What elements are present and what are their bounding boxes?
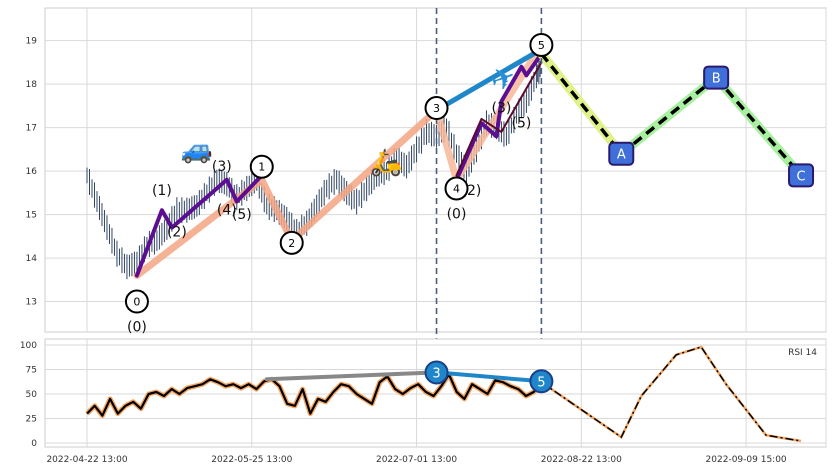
wave-marker-label-2: 2 (288, 237, 295, 250)
forecast-label-A: A (617, 148, 626, 163)
wave-blue-dash (434, 46, 544, 113)
forecast-badge-A (608, 141, 635, 166)
forecast-segment-2 (714, 76, 803, 177)
wave-marker-1 (249, 154, 274, 179)
wave-marker-5 (529, 32, 554, 57)
rsi-y-tick-2: 50 (26, 390, 38, 400)
price-y-tick-4: 17 (26, 124, 37, 134)
wave-purple-2 (454, 51, 544, 182)
rsi-marker-label-3: 3 (432, 366, 440, 381)
x-tick-label-2: 2022-07-01 13:00 (376, 455, 457, 465)
wave-dark-red (455, 61, 543, 177)
price-y-tick-3: 16 (26, 167, 38, 177)
price-panel: 13141516171819ABC(1)(2)(3)(4)(5)(2)(3)(5… (26, 7, 827, 447)
forecast-segment-1 (620, 76, 718, 156)
rsi-trend-line-1 (434, 370, 544, 384)
car-icon: 🚙 (181, 135, 213, 165)
rsi-marker-label-5: 5 (537, 375, 545, 390)
x-axis: 2022-04-22 13:00 2022-05-25 13:00 2022-07-… (46, 455, 786, 465)
rsi-y-tick-0: 0 (31, 439, 37, 449)
rsi-line (86, 373, 543, 417)
forecast-badge-B (703, 65, 730, 90)
forecast-badge-C (788, 163, 815, 188)
wave-marker-0 (124, 289, 149, 314)
scooter-icon: 🛵 (370, 148, 402, 178)
forecast-label-B: B (712, 72, 721, 87)
x-tick-label-3: 2022-08-22 13:00 (541, 455, 622, 465)
price-y-tick-5: 18 (26, 80, 38, 90)
forecast-segment-0 (540, 52, 623, 155)
price-plot-area (44, 7, 827, 333)
wave-marker-sub-4: (0) (447, 206, 467, 222)
sub-wave-label-0: (1) (152, 183, 172, 199)
sub-wave-label-7: (5) (511, 116, 531, 132)
wave-marker-2 (279, 230, 304, 255)
wave-marker-label-5: 5 (538, 39, 545, 52)
price-y-tick-2: 15 (26, 211, 37, 221)
wave-marker-label-3: 3 (433, 102, 440, 115)
forecast-label-C: C (796, 169, 805, 184)
rsi-marker-5 (529, 369, 554, 394)
rsi-legend: RSI 14 (788, 348, 817, 358)
x-tick-label-1: 2022-05-25 13:00 (211, 455, 292, 465)
price-y-tick-6: 19 (26, 37, 38, 47)
rsi-y-tick-1: 25 (26, 415, 37, 425)
rsi-y-tick-3: 75 (26, 366, 37, 376)
sub-wave-label-6: (3) (492, 100, 512, 116)
x-tick-label-0: 2022-04-22 13:00 (46, 455, 127, 465)
sub-wave-label-1: (2) (167, 224, 187, 240)
rsi-forecast-line (540, 346, 802, 442)
wave-marker-label-1: 1 (258, 161, 265, 174)
rsi-y-tick-4: 100 (20, 341, 37, 351)
sub-wave-label-4: (5) (232, 207, 252, 223)
price-y-tick-1: 14 (26, 254, 38, 264)
x-tick-label-4: 2022-09-09 15:00 (706, 455, 787, 465)
wave-marker-4 (444, 176, 469, 201)
sub-wave-label-2: (3) (212, 159, 232, 175)
wave-marker-sub-0: (0) (127, 320, 147, 336)
rsi-panel: 0 25 50 75 100 3 5 RSI 14 (20, 338, 827, 449)
wave-purple-1 (134, 173, 264, 278)
wave-marker-3 (424, 96, 449, 121)
wave-pink (133, 106, 440, 279)
wave-marker-label-4: 4 (453, 182, 460, 195)
price-y-tick-0: 13 (26, 298, 37, 308)
rsi-trend-line-0 (264, 370, 439, 382)
wave-marker-label-0: 0 (133, 296, 140, 309)
sub-wave-label-3: (4) (217, 203, 237, 219)
rsi-marker-3 (424, 360, 449, 385)
